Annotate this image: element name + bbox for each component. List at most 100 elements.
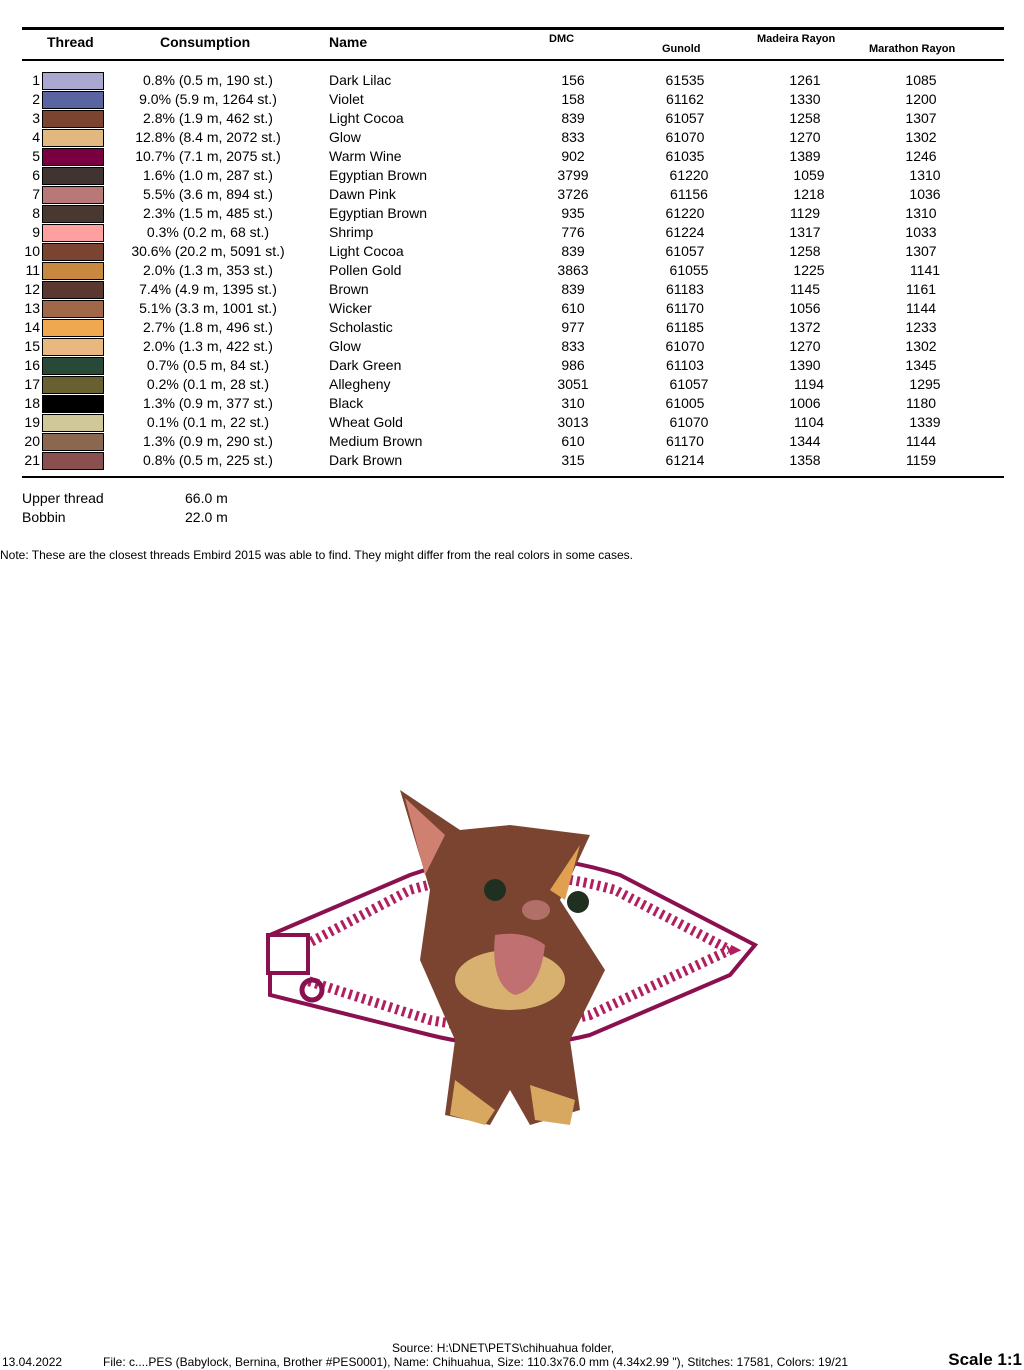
thread-number: 17	[24, 376, 40, 392]
thread-name: Wheat Gold	[329, 414, 403, 430]
gunold-code: 61070	[665, 338, 705, 354]
thread-row: 2 9.0% (5.9 m, 1264 st.) Violet 158 61162 133…	[0, 90, 1024, 109]
header-gunold: Gunold	[662, 43, 701, 55]
thread-number: 7	[32, 186, 40, 202]
marathon-code: 1144	[905, 433, 937, 449]
gunold-code: 61183	[666, 281, 704, 297]
thread-number: 12	[24, 281, 40, 297]
thread-row: 15 2.0% (1.3 m, 422 st.) Glow 833 61070 1270 1…	[0, 337, 1024, 356]
madeira-code: 1270	[789, 129, 821, 145]
madeira-code: 1104	[793, 414, 825, 430]
color-swatch	[42, 186, 104, 204]
thread-name: Dark Brown	[329, 452, 403, 468]
marathon-code: 1233	[905, 319, 937, 335]
color-swatch	[42, 395, 104, 413]
madeira-code: 1390	[789, 357, 821, 373]
thread-row: 8 2.3% (1.5 m, 485 st.) Egyptian Brown 935 6…	[0, 204, 1024, 223]
consumption: 7.4% (4.9 m, 1395 st.)	[139, 281, 277, 297]
bobbin-label: Bobbin	[22, 509, 66, 525]
dmc-code: 833	[561, 129, 585, 145]
marathon-code: 1302	[905, 129, 937, 145]
madeira-code: 1270	[789, 338, 821, 354]
gunold-code: 61070	[669, 414, 709, 430]
thread-name: Scholastic	[329, 319, 393, 335]
thread-number: 19	[24, 414, 40, 430]
scale-label: Scale 1:1	[948, 1350, 1022, 1369]
thread-number: 10	[24, 243, 40, 259]
thread-number: 3	[32, 110, 40, 126]
chihuahua-embroidery	[400, 790, 605, 1125]
thread-row: 11 2.0% (1.3 m, 353 st.) Pollen Gold 3863 61…	[0, 261, 1024, 280]
thread-name: Dark Lilac	[329, 72, 392, 88]
marathon-code: 1180	[905, 395, 937, 411]
consumption: 0.8% (0.5 m, 225 st.)	[143, 452, 273, 468]
color-swatch	[42, 262, 104, 280]
upper-thread-value: 66.0 m	[185, 490, 228, 506]
thread-number: 5	[32, 148, 40, 164]
header-thread: Thread	[47, 34, 94, 50]
thread-row: 12 7.4% (4.9 m, 1395 st.) Brown 839 61183 114…	[0, 280, 1024, 299]
marathon-code: 1295	[909, 376, 941, 392]
gunold-code: 61220	[665, 205, 705, 221]
marathon-code: 1302	[905, 338, 937, 354]
thread-name: Wicker	[329, 300, 372, 316]
marathon-code: 1085	[905, 72, 937, 88]
consumption: 5.1% (3.3 m, 1001 st.)	[139, 300, 277, 316]
dmc-code: 833	[561, 338, 585, 354]
thread-name: Light Cocoa	[329, 243, 404, 259]
thread-row: 13 5.1% (3.3 m, 1001 st.) Wicker 610 61170 10…	[0, 299, 1024, 318]
dmc-code: 776	[561, 224, 585, 240]
color-swatch	[42, 110, 104, 128]
gunold-code: 61214	[665, 452, 705, 468]
madeira-code: 1225	[793, 262, 825, 278]
gunold-code: 61535	[665, 72, 705, 88]
thread-number: 18	[24, 395, 40, 411]
color-swatch	[42, 414, 104, 432]
dmc-code: 986	[561, 357, 585, 373]
thread-number: 11	[25, 262, 40, 278]
madeira-code: 1059	[793, 167, 825, 183]
gunold-code: 61170	[666, 300, 704, 316]
color-swatch	[42, 319, 104, 337]
consumption: 2.7% (1.8 m, 496 st.)	[143, 319, 273, 335]
dmc-code: 3051	[557, 376, 589, 392]
dmc-code: 839	[561, 243, 585, 259]
zipper-ring	[299, 977, 325, 1003]
header-marathon: Marathon Rayon	[869, 43, 956, 55]
gunold-code: 61057	[669, 376, 709, 392]
thread-row: 6 1.6% (1.0 m, 287 st.) Egyptian Brown 3799…	[0, 166, 1024, 185]
color-swatch	[42, 129, 104, 147]
madeira-code: 1372	[789, 319, 821, 335]
table-top-rule	[22, 27, 1004, 30]
madeira-code: 1344	[789, 433, 821, 449]
dmc-code: 610	[561, 300, 585, 316]
thread-row: 18 1.3% (0.9 m, 377 st.) Black 310 61005 1006…	[0, 394, 1024, 413]
thread-number: 16	[24, 357, 40, 373]
madeira-code: 1330	[789, 91, 821, 107]
thread-name: Warm Wine	[329, 148, 402, 164]
thread-number: 8	[32, 205, 40, 221]
color-swatch	[42, 300, 104, 318]
consumption: 30.6% (20.2 m, 5091 st.)	[131, 243, 285, 259]
thread-row: 14 2.7% (1.8 m, 496 st.) Scholastic 977 6118…	[0, 318, 1024, 337]
consumption: 12.8% (8.4 m, 2072 st.)	[135, 129, 281, 145]
color-swatch	[42, 148, 104, 166]
thread-number: 1	[32, 72, 40, 88]
color-swatch	[42, 167, 104, 185]
thread-name: Black	[329, 395, 364, 411]
dmc-code: 3799	[557, 167, 589, 183]
gunold-code: 61185	[666, 319, 704, 335]
color-swatch	[42, 243, 104, 261]
thread-row: 9 0.3% (0.2 m, 68 st.) Shrimp 776 61224 1317 1…	[0, 223, 1024, 242]
dmc-code: 839	[561, 281, 585, 297]
thread-name: Dawn Pink	[329, 186, 396, 202]
thread-number: 6	[32, 167, 40, 183]
consumption: 0.2% (0.1 m, 28 st.)	[146, 376, 270, 392]
gunold-code: 61055	[669, 262, 709, 278]
consumption: 0.7% (0.5 m, 84 st.)	[146, 357, 270, 373]
madeira-code: 1056	[789, 300, 821, 316]
marathon-code: 1141	[909, 262, 941, 278]
color-swatch	[42, 281, 104, 299]
thread-row: 21 0.8% (0.5 m, 225 st.) Dark Brown 315 6121…	[0, 451, 1024, 470]
